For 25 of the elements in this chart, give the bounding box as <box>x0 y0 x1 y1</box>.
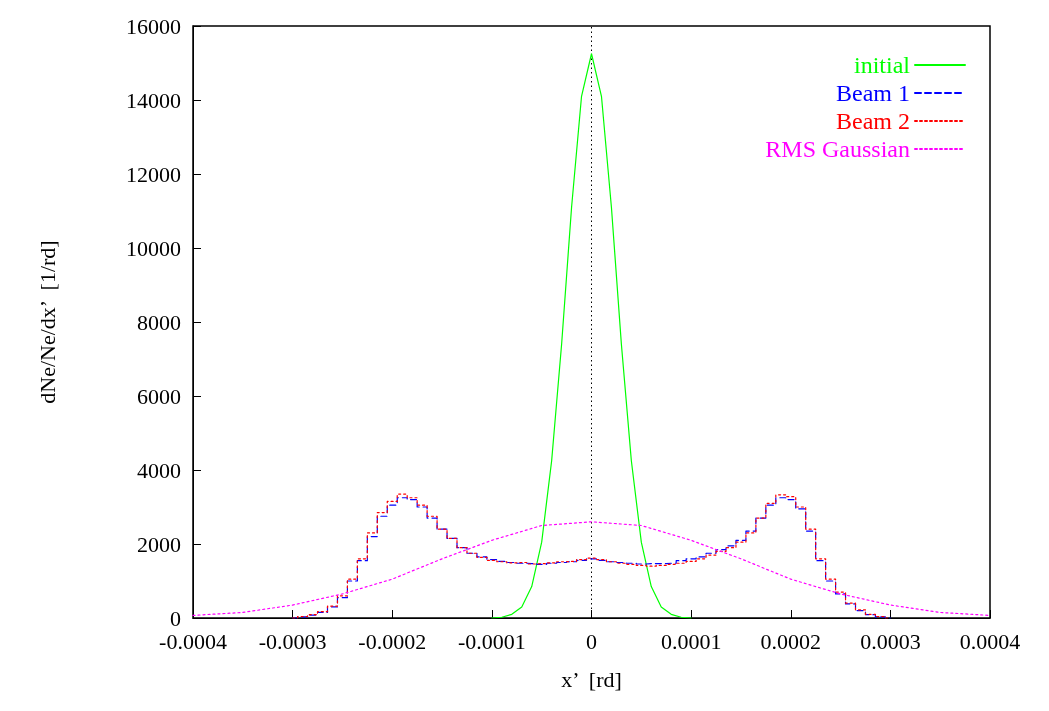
legend-label: Beam 1 <box>836 80 910 106</box>
y-tick-label: 14000 <box>126 87 181 113</box>
x-tick-label: -0.0003 <box>258 628 327 654</box>
y-tick-label: 12000 <box>126 161 181 187</box>
x-tick-label: 0.0001 <box>660 628 722 654</box>
y-tick-label: 0 <box>170 605 181 631</box>
x-tick-label: 0.0003 <box>860 628 921 654</box>
x-tick-label: -0.0002 <box>358 628 427 654</box>
x-tick-label: 0.0004 <box>959 628 1021 654</box>
legend-label: initial <box>854 52 911 78</box>
x-tick-label: -0.0001 <box>457 628 526 654</box>
y-tick-label: 10000 <box>126 235 181 261</box>
y-tick-label: 2000 <box>137 531 181 557</box>
x-axis-title: x’ [rd] <box>561 666 622 692</box>
line-series <box>491 53 692 619</box>
legend-label: RMS Gaussian <box>765 136 910 162</box>
y-tick-label: 8000 <box>137 309 181 335</box>
y-tick-label: 4000 <box>137 457 181 483</box>
y-axis-title: dNe/Ne/dx’ [1/rd] <box>34 240 60 404</box>
x-tick-label: 0.0002 <box>760 628 821 654</box>
y-tick-label: 16000 <box>126 13 181 39</box>
x-tick-label: 0 <box>586 628 597 654</box>
y-tick-label: 6000 <box>137 383 181 409</box>
x-tick-label: -0.0004 <box>159 628 227 654</box>
legend-label: Beam 2 <box>836 108 910 134</box>
